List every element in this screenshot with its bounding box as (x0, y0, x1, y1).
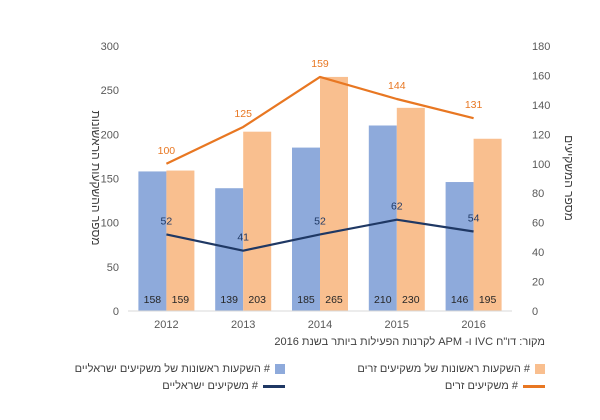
bar-foreign-investments (473, 138, 502, 311)
line-value-label: 100 (158, 145, 176, 157)
line-value-label: 159 (311, 58, 329, 70)
right-axis-title: מספר המשקיעים (562, 135, 576, 221)
right-tick-label: 60 (532, 218, 544, 230)
right-axis: 0 20 40 60 80 100 120 140 160 180 (532, 41, 550, 318)
line-value-label: 52 (161, 215, 173, 227)
bar-israeli-investments (368, 125, 397, 311)
left-tick-label: 150 (101, 174, 119, 186)
bar-value-label: 139 (220, 294, 238, 306)
right-tick-label: 20 (532, 277, 544, 289)
x-tick-label: 2014 (308, 319, 332, 331)
line-value-label: 52 (314, 215, 326, 227)
bar-foreign-investments (320, 76, 348, 312)
right-tick-label: 140 (532, 100, 550, 112)
right-tick-label: 100 (532, 159, 550, 171)
bar-israeli-investments (292, 147, 320, 311)
left-axis: 0 50 100 150 200 250 300 (101, 41, 119, 318)
line-value-label: 62 (391, 201, 403, 213)
x-tick-label: 2012 (154, 319, 178, 331)
left-axis-title: מספר ההשקעות הראשונות (89, 110, 103, 245)
bar-israeli-investments (138, 171, 167, 311)
source-note: מקור: דו"ח IVC ו- APM לקרנות הפעילות ביו… (274, 336, 545, 348)
right-tick-label: 160 (532, 70, 550, 82)
bar-value-label: 195 (479, 294, 497, 306)
line-value-label: 54 (468, 213, 480, 225)
bar-value-label: 159 (172, 294, 190, 306)
line-foreign-investors (165, 75, 474, 165)
bar-value-label: 230 (402, 294, 420, 306)
right-tick-label: 80 (532, 188, 544, 200)
left-tick-label: 300 (101, 41, 119, 53)
bars-group: 158 159 139 203 185 265 210 230 146 195 (138, 76, 502, 312)
bar-value-label: 158 (144, 294, 162, 306)
bar-value-label: 146 (451, 294, 469, 306)
left-tick-label: 200 (101, 129, 119, 141)
left-tick-label: 100 (101, 218, 119, 230)
x-axis: 2012 2013 2014 2015 2016 (128, 310, 512, 331)
right-tick-label: 0 (532, 306, 538, 318)
line-value-label: 144 (388, 80, 406, 92)
line-value-label: 41 (237, 232, 249, 244)
bar-value-label: 265 (325, 294, 343, 306)
bar-value-label: 210 (374, 294, 392, 306)
lines-group: 52 41 52 62 54 100 125 159 144 131 (158, 58, 483, 252)
bar-foreign-investments (243, 131, 272, 311)
bar-israeli-investments (445, 182, 474, 311)
right-tick-label: 40 (532, 247, 544, 259)
bar-value-label: 203 (248, 294, 266, 306)
left-tick-label: 0 (113, 306, 119, 318)
x-tick-label: 2016 (461, 319, 485, 331)
line-value-label: 131 (465, 99, 483, 111)
bar-value-label: 185 (297, 294, 315, 306)
right-tick-label: 180 (532, 41, 550, 53)
line-israeli-investors (166, 218, 474, 252)
left-tick-label: 50 (107, 262, 119, 274)
right-tick-label: 120 (532, 129, 550, 141)
bar-foreign-investments (396, 107, 425, 311)
bar-foreign-investments (166, 170, 195, 311)
left-tick-label: 250 (101, 85, 119, 97)
x-tick-label: 2015 (385, 319, 409, 331)
x-tick-label: 2013 (231, 319, 255, 331)
line-value-label: 125 (234, 108, 252, 120)
